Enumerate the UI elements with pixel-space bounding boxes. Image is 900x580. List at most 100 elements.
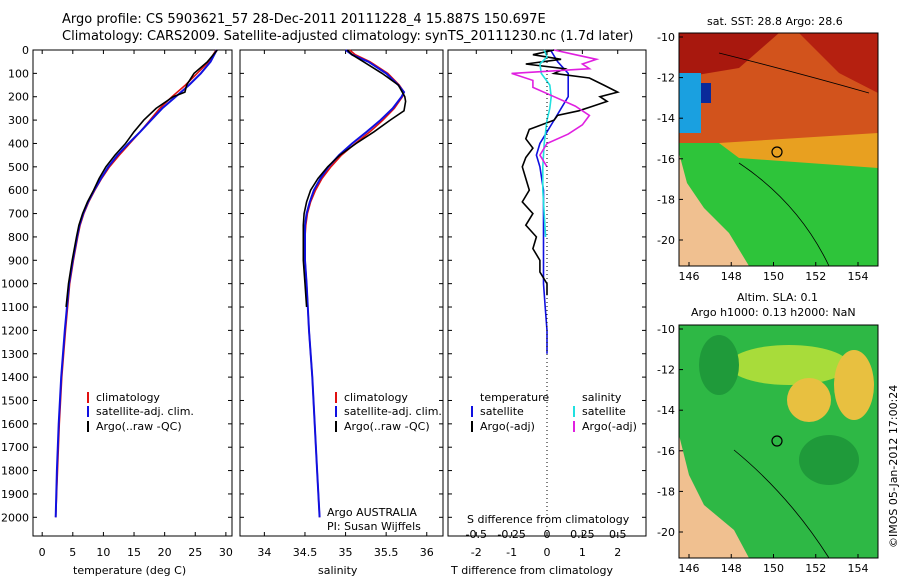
sla-reef-contour xyxy=(733,449,830,559)
y-tick-label: 1100 xyxy=(1,301,29,314)
pi-note: PI: Susan Wijffels xyxy=(327,520,421,533)
sst-reef-contour xyxy=(738,162,830,267)
s-tick-label: 0 xyxy=(544,528,551,541)
x-tick-label: 10 xyxy=(96,546,110,559)
sla-low-patch xyxy=(699,335,739,395)
y-tick-label: 700 xyxy=(8,208,29,221)
map-x-tick-label: 148 xyxy=(721,270,742,283)
x-tick-label: 1 xyxy=(579,546,586,559)
legend-climatology: climatology xyxy=(96,391,160,404)
y-tick-label: 0 xyxy=(22,44,29,57)
title-line-2: Climatology: CARS2009. Satellite-adjuste… xyxy=(62,29,634,44)
sla-very-high-patch xyxy=(834,350,874,420)
y-tick-label: 1000 xyxy=(1,278,29,291)
series-line-s-satellite xyxy=(539,49,553,237)
sst-land xyxy=(679,153,749,266)
map-x-tick-label: 150 xyxy=(763,562,784,575)
plot-frame xyxy=(239,49,444,537)
sst-cool-patch xyxy=(679,73,701,133)
sla-map-title-2: Argo h1000: 0.13 h2000: NaN xyxy=(691,306,856,319)
map-x-tick-label: 150 xyxy=(763,270,784,283)
s-tick-label: -0.5 xyxy=(466,528,487,541)
map-y-tick-label: -12 xyxy=(657,364,675,377)
y-tick-label: 1500 xyxy=(1,394,29,407)
argo-location-marker xyxy=(771,146,783,158)
series-line-argo-raw-qc- xyxy=(65,49,218,308)
sst-reef-contour xyxy=(718,52,870,94)
legend-satellite-adj: satellite-adj. clim. xyxy=(96,405,194,418)
x-tick-label: 15 xyxy=(127,546,141,559)
argo-location-marker xyxy=(771,435,783,447)
y-tick-label: 600 xyxy=(8,184,29,197)
legend-t-argo: Argo(-adj) xyxy=(480,420,535,433)
sst-map-frame xyxy=(678,32,879,267)
argo-australia-note: Argo AUSTRALIA xyxy=(327,506,417,519)
x-tick-label: 34 xyxy=(257,546,271,559)
legend-satellite-adj: satellite-adj. clim. xyxy=(344,405,442,418)
sla-high-patch xyxy=(729,345,849,385)
x-tick-label: 35.5 xyxy=(374,546,399,559)
map-y-tick-label: -12 xyxy=(657,72,675,85)
x-tick-label: 25 xyxy=(188,546,202,559)
y-tick-label: 1600 xyxy=(1,418,29,431)
map-x-tick-label: 148 xyxy=(721,562,742,575)
y-tick-label: 400 xyxy=(8,137,29,150)
x-tick-label: 20 xyxy=(158,546,172,559)
x-tick-label: 34.5 xyxy=(293,546,318,559)
y-tick-label: 1200 xyxy=(1,324,29,337)
x-tick-label: 35 xyxy=(339,546,353,559)
y-tick-label: 800 xyxy=(8,231,29,244)
s-diff-label: S difference from climatology xyxy=(467,513,630,526)
title-line-1: Argo profile: CS 5903621_57 28-Dec-2011 … xyxy=(62,12,546,27)
y-tick-label: 200 xyxy=(8,91,29,104)
series-line-t-argo-adj- xyxy=(521,49,620,296)
t-diff-label: T difference from climatology xyxy=(451,564,613,577)
x-tick-label: -1 xyxy=(506,546,517,559)
map-x-tick-label: 152 xyxy=(805,562,826,575)
legend-climatology: climatology xyxy=(344,391,408,404)
sla-low-patch xyxy=(799,435,859,485)
x-tick-label: 36 xyxy=(420,546,434,559)
y-tick-label: 2000 xyxy=(1,511,29,524)
map-x-tick-label: 154 xyxy=(848,562,869,575)
s-tick-label: -0.25 xyxy=(497,528,525,541)
x-tick-label: 2 xyxy=(614,546,621,559)
map-y-tick-label: -14 xyxy=(657,112,675,125)
sst-cool-patch xyxy=(701,83,711,103)
y-tick-label: 900 xyxy=(8,254,29,267)
sla-very-high-patch xyxy=(787,378,831,422)
map-y-tick-label: -14 xyxy=(657,404,675,417)
legend-temperature: temperature xyxy=(480,391,550,404)
y-tick-label: 1700 xyxy=(1,441,29,454)
legend-argo: Argo(..raw -QC) xyxy=(96,420,182,433)
map-x-tick-label: 152 xyxy=(805,270,826,283)
salinity-xlabel: salinity xyxy=(318,564,358,577)
map-x-tick-label: 154 xyxy=(848,270,869,283)
plot-frame xyxy=(32,49,233,537)
sla-map-title-1: Altim. SLA: 0.1 xyxy=(737,291,819,304)
y-tick-label: 500 xyxy=(8,161,29,174)
map-y-tick-label: -18 xyxy=(657,485,675,498)
legend-argo: Argo(..raw -QC) xyxy=(344,420,430,433)
y-tick-label: 1400 xyxy=(1,371,29,384)
legend-s-argo: Argo(-adj) xyxy=(582,420,637,433)
map-y-tick-label: -18 xyxy=(657,193,675,206)
legend-t-satellite: satellite xyxy=(480,405,524,418)
x-tick-label: -2 xyxy=(471,546,482,559)
y-tick-label: 300 xyxy=(8,114,29,127)
x-tick-label: 5 xyxy=(69,546,76,559)
y-tick-label: 100 xyxy=(8,67,29,80)
x-tick-label: 30 xyxy=(219,546,233,559)
map-y-tick-label: -20 xyxy=(657,234,675,247)
legend-s-satellite: satellite xyxy=(582,405,626,418)
series-line-t-satellite xyxy=(535,49,570,354)
s-tick-label: 0.25 xyxy=(570,528,595,541)
map-x-tick-label: 146 xyxy=(679,562,700,575)
map-y-tick-label: -10 xyxy=(657,323,675,336)
sla-land xyxy=(679,435,749,558)
legend-salinity: salinity xyxy=(582,391,622,404)
